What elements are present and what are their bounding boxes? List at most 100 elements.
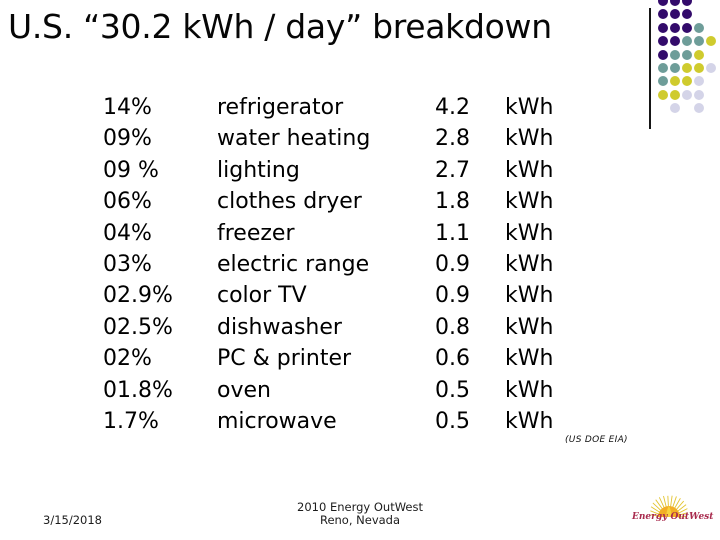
percent-cell: 01.8% <box>103 377 173 403</box>
footer-event-line2: Reno, Nevada <box>319 513 401 527</box>
unit-cell: kWh <box>505 251 554 277</box>
value-cell: 1.8 <box>435 189 470 215</box>
dot <box>658 49 668 60</box>
source-note: (US DOE EIA) <box>565 435 628 445</box>
logo-script-text: Energy OutWest <box>632 512 714 522</box>
dot <box>682 89 692 100</box>
dot <box>694 36 704 47</box>
dot <box>694 103 704 114</box>
divider-line <box>649 8 651 129</box>
dot <box>670 89 680 100</box>
dot <box>682 63 692 73</box>
table-row: 02.9% color TV 0.9 kWh <box>103 280 583 311</box>
dot <box>706 63 716 73</box>
percent-cell: 04% <box>103 220 152 246</box>
dot <box>682 36 692 47</box>
table-row: 04% freezer 1.1 kWh <box>103 218 583 249</box>
dot <box>682 76 692 87</box>
appliance-cell: oven <box>217 377 271 403</box>
value-cell: 2.7 <box>435 157 470 183</box>
appliance-cell: electric range <box>217 251 370 277</box>
appliance-cell: dishwasher <box>217 314 342 340</box>
appliance-cell: refrigerator <box>217 95 344 120</box>
footer-date: 3/15/2018 <box>43 513 102 527</box>
value-cell: 0.5 <box>435 377 470 403</box>
value-cell: 0.9 <box>435 251 470 277</box>
table-row: 02.5% dishwasher 0.8 kWh <box>103 312 583 343</box>
appliance-cell: freezer <box>217 220 295 246</box>
dot <box>658 9 668 20</box>
sun-flame <box>666 506 672 517</box>
table-row: 03% electric range 0.9 kWh <box>103 249 583 280</box>
value-cell: 0.9 <box>435 283 470 309</box>
dot <box>658 76 668 87</box>
dot <box>670 103 680 114</box>
dot <box>694 76 704 87</box>
dot <box>694 22 704 33</box>
value-cell: 2.8 <box>435 126 470 152</box>
dot <box>670 76 680 87</box>
percent-cell: 03% <box>103 251 152 277</box>
table-row: 14% refrigerator 4.2 kWh <box>103 92 583 123</box>
percent-cell: 1.7% <box>103 408 159 434</box>
appliance-cell: clothes dryer <box>217 189 362 215</box>
energyoutwest-logo: Energy OutWest <box>632 488 714 530</box>
unit-cell: kWh <box>505 346 554 372</box>
unit-cell: kWh <box>505 377 554 403</box>
percent-cell: 09 % <box>103 157 159 183</box>
appliance-cell: microwave <box>217 408 337 434</box>
slide-title: U.S. “30.2 kWh / day” breakdown <box>8 7 552 46</box>
footer-event: 2010 Energy OutWest Reno, Nevada <box>240 501 480 527</box>
dot <box>658 89 668 100</box>
dot <box>694 63 704 73</box>
percent-cell: 14% <box>103 95 152 120</box>
dot <box>670 0 680 6</box>
table-row: 1.7% microwave 0.5 kWh <box>103 406 583 437</box>
percent-cell: 02.9% <box>103 283 173 309</box>
dot <box>670 63 680 73</box>
table-row: 01.8% oven 0.5 kWh <box>103 375 583 406</box>
dot <box>682 49 692 60</box>
unit-cell: kWh <box>505 283 554 309</box>
percent-cell: 02.5% <box>103 314 173 340</box>
value-cell: 0.6 <box>435 346 470 372</box>
unit-cell: kWh <box>505 220 554 246</box>
unit-cell: kWh <box>505 126 554 152</box>
value-cell: 4.2 <box>435 95 470 120</box>
value-cell: 0.5 <box>435 408 470 434</box>
appliance-cell: PC & printer <box>217 346 352 372</box>
percent-cell: 09% <box>103 126 152 152</box>
dot <box>682 9 692 20</box>
appliance-cell: lighting <box>217 157 300 183</box>
dot <box>658 22 668 33</box>
footer-event-line1: 2010 Energy OutWest <box>297 500 423 514</box>
unit-cell: kWh <box>505 95 554 120</box>
dot <box>670 49 680 60</box>
value-cell: 1.1 <box>435 220 470 246</box>
dot <box>670 36 680 47</box>
dot <box>694 49 704 60</box>
table-row: 09 % lighting 2.7 kWh <box>103 155 583 186</box>
table-row: 09% water heating 2.8 kWh <box>103 123 583 154</box>
unit-cell: kWh <box>505 157 554 183</box>
appliance-cell: color TV <box>217 283 307 309</box>
table-row: 02% PC & printer 0.6 kWh <box>103 343 583 374</box>
unit-cell: kWh <box>505 408 554 434</box>
dot <box>670 22 680 33</box>
dot <box>682 0 692 6</box>
breakdown-table: 14% refrigerator 4.2 kWh 09% water heating 2.8… <box>103 92 583 437</box>
percent-cell: 06% <box>103 189 152 215</box>
dot <box>670 9 680 20</box>
percent-cell: 02% <box>103 346 152 372</box>
sun-icon <box>650 495 688 518</box>
dot <box>658 0 668 6</box>
dot <box>658 63 668 73</box>
table-row: 06% clothes dryer 1.8 kWh <box>103 186 583 217</box>
dot <box>658 36 668 47</box>
dot <box>694 89 704 100</box>
value-cell: 0.8 <box>435 314 470 340</box>
unit-cell: kWh <box>505 314 554 340</box>
dot <box>706 36 716 47</box>
dot <box>682 22 692 33</box>
